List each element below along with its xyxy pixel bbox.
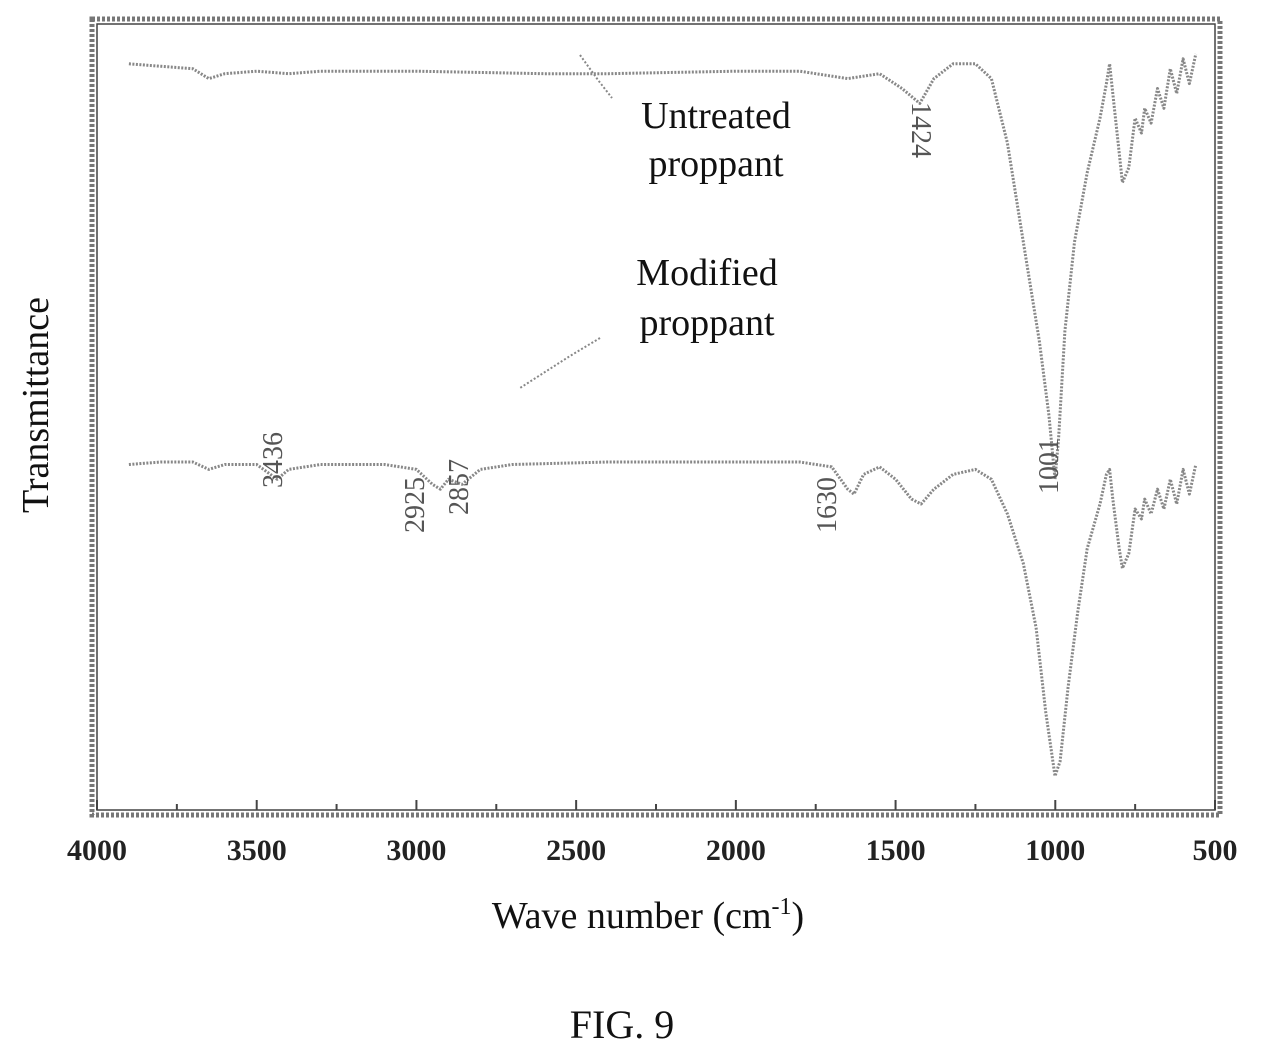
untreated-proppant-spectrum [128,53,1198,481]
plot-frame-inner [96,23,1216,811]
modified-label-line-1: Modified [636,252,777,294]
modified-leader-line [519,337,601,389]
peak-label-1424: 1424 [905,102,936,158]
series-lines [128,53,1198,778]
x-axis-tick-labels: 4000 3500 3000 2500 2000 1500 1000 500 [67,834,1238,867]
peak-label-1001: 1001 [1034,438,1065,494]
figure-caption: FIG. 9 [570,1002,674,1047]
x-axis-title-suffix: ) [792,895,805,937]
untreated-leader-line [579,54,613,99]
x-axis-ticks [96,800,1216,810]
peak-label-3436: 3436 [258,432,289,488]
plot-frame-outer [89,16,1223,818]
x-axis-title: Wave number (cm-1) [492,894,804,937]
x-axis-title-superscript: -1 [772,894,792,920]
x-tick-label: 1500 [866,834,926,867]
x-tick-label: 2000 [706,834,766,867]
modified-proppant-spectrum [128,460,1198,778]
untreated-label-line-1: Untreated [641,95,791,137]
untreated-label-line-2: proppant [648,143,784,185]
peak-label-1630: 1630 [812,477,843,533]
peak-label-2857: 2857 [444,459,475,515]
x-tick-label: 3500 [227,834,287,867]
x-tick-label: 1000 [1025,834,1085,867]
x-tick-label: 3000 [386,834,446,867]
y-axis-title: Transmittance [15,297,57,513]
x-axis-title-main: Wave number (cm [492,895,772,937]
x-tick-label: 500 [1193,834,1238,867]
x-tick-label: 2500 [546,834,606,867]
modified-label-line-2: proppant [639,302,775,344]
x-tick-label: 4000 [67,834,127,867]
peak-label-2925: 2925 [400,477,431,533]
